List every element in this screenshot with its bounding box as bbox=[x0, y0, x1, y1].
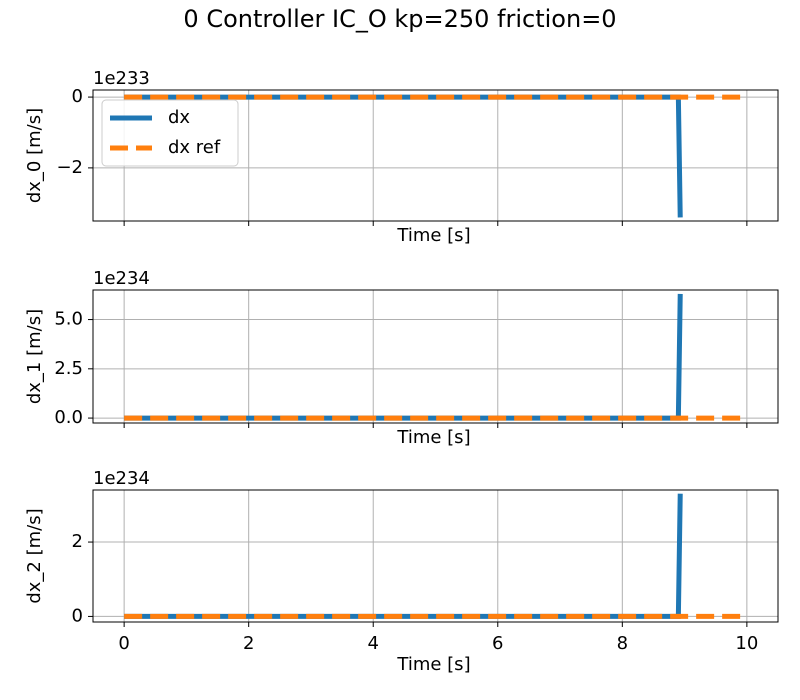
series-line-dx bbox=[124, 493, 683, 619]
y-tick-label: 0 bbox=[72, 86, 83, 107]
subplot-1: 0.0 2.5 5.0 1e234 Time [s] dx_1 [m/s] bbox=[24, 268, 779, 448]
y-axis-label: dx_2 [m/s] bbox=[24, 508, 45, 603]
y-tick-label: 5.0 bbox=[54, 309, 83, 330]
subplot-2: 0 2 4 6 8 10 0 2 1e234 Time [s] dx_2 [m/s] bbox=[24, 468, 779, 675]
y-tick-label: −2 bbox=[56, 157, 83, 178]
axes-frame bbox=[92, 89, 779, 222]
x-tick-label: 0 bbox=[118, 633, 129, 654]
y-offset-text: 1e233 bbox=[93, 68, 150, 89]
series-line-dx bbox=[124, 293, 683, 421]
y-tick-label: 2 bbox=[72, 531, 83, 552]
y-offset-text: 1e234 bbox=[93, 468, 150, 489]
y-offset-text: 1e234 bbox=[93, 268, 150, 289]
y-axis-label: dx_0 [m/s] bbox=[24, 108, 45, 203]
x-axis-label: Time [s] bbox=[396, 427, 470, 448]
x-tick-label: 2 bbox=[243, 633, 254, 654]
subplot-0: −2 0 1e233 Time [s] dx_0 [m/s] dx dx ref bbox=[24, 68, 779, 246]
axes-frame bbox=[92, 289, 779, 424]
y-tick-label: 2.5 bbox=[54, 358, 83, 379]
x-tick-label: 8 bbox=[617, 633, 628, 654]
legend-label: dx ref bbox=[168, 137, 221, 158]
y-axis-label: dx_1 [m/s] bbox=[24, 309, 45, 404]
x-tick-label: 4 bbox=[368, 633, 379, 654]
x-axis-label: Time [s] bbox=[396, 225, 470, 246]
legend: dx dx ref bbox=[101, 99, 239, 167]
axes-frame bbox=[92, 489, 779, 623]
subplots: −2 0 1e233 Time [s] dx_0 [m/s] dx dx ref 0.0 2.5… bbox=[24, 68, 779, 675]
x-tick-label: 6 bbox=[492, 633, 503, 654]
y-tick-label: 0 bbox=[72, 605, 83, 626]
x-axis-label: Time [s] bbox=[396, 654, 470, 675]
y-tick-label: 0.0 bbox=[54, 407, 83, 428]
legend-label: dx bbox=[168, 107, 190, 128]
x-tick-label: 10 bbox=[735, 633, 758, 654]
figure-title: 0 Controller IC_O kp=250 friction=0 bbox=[183, 5, 616, 33]
